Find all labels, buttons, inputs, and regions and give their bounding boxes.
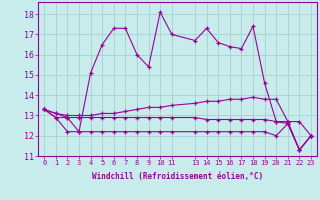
X-axis label: Windchill (Refroidissement éolien,°C): Windchill (Refroidissement éolien,°C) bbox=[92, 172, 263, 181]
